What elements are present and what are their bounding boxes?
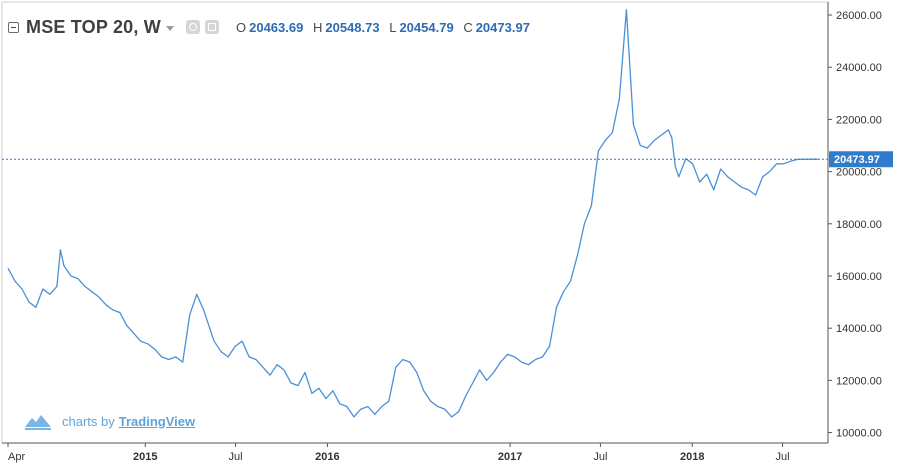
y-tick-label: 12000.00 <box>836 375 882 387</box>
settings-button[interactable] <box>204 20 219 34</box>
series-line <box>7 9 819 418</box>
close-label: C <box>463 19 473 35</box>
y-tick-label: 14000.00 <box>836 323 882 335</box>
plot-border <box>1 1 829 444</box>
tradingview-logo-icon <box>25 415 51 430</box>
open-value: 20463.69 <box>249 19 304 35</box>
ohlc-values: O 20463.69 H 20548.73 L 20454.79 C 20473.97 <box>230 20 530 35</box>
open-label: O <box>235 19 247 35</box>
close-value: 20473.97 <box>475 19 530 35</box>
y-tick-label: 10000.00 <box>836 428 882 440</box>
x-tick-label: Jul <box>776 451 790 463</box>
chevron-down-icon[interactable] <box>165 25 174 31</box>
watermark-prefix: charts by <box>62 413 115 429</box>
x-tick-label: 2015 <box>133 451 157 463</box>
tradingview-link[interactable]: TradingView <box>118 413 196 429</box>
last-value-label-bg <box>829 151 893 168</box>
price-line <box>7 9 819 418</box>
low-value: 20454.79 <box>399 19 454 35</box>
x-tick-label: 2018 <box>680 451 704 463</box>
axes <box>1 1 829 444</box>
x-tick-label: 2016 <box>315 451 339 463</box>
eye-icon <box>188 23 197 31</box>
visibility-toggle-button[interactable] <box>185 20 200 34</box>
last-value-marker: 20473.97 <box>2 151 893 168</box>
y-tick-label: 26000.00 <box>836 10 882 22</box>
legend: MSE TOP 20, W O 20463.69 H 20548.73 L 20454… <box>8 14 530 40</box>
y-tick-label: 22000.00 <box>836 114 882 126</box>
symbol-title: MSE TOP 20, W <box>26 16 161 37</box>
x-tick-label: Apr <box>8 451 25 463</box>
gear-icon <box>207 23 216 31</box>
high-value: 20548.73 <box>325 19 380 35</box>
x-tick-label: Jul <box>229 451 243 463</box>
y-tick-label: 16000.00 <box>836 271 882 283</box>
y-tick-label: 20000.00 <box>836 167 882 179</box>
low-label: L <box>389 19 397 35</box>
last-value-label: 20473.97 <box>834 154 880 166</box>
x-tick-label: Jul <box>593 451 607 463</box>
y-tick-label: 18000.00 <box>836 219 882 231</box>
y-tick-label: 24000.00 <box>836 62 882 74</box>
y-axis-ticks: 10000.00 12000.00 14000.00 16000.00 18000.00… <box>828 10 882 440</box>
tradingview-watermark[interactable]: charts by TradingView <box>24 412 195 430</box>
collapse-legend-button[interactable] <box>8 21 19 33</box>
x-axis-ticks: Apr 2015 Jul 2016 2017 Jul 2018 Jul <box>7 443 790 463</box>
x-tick-label: 2017 <box>498 451 522 463</box>
high-label: H <box>312 19 323 35</box>
